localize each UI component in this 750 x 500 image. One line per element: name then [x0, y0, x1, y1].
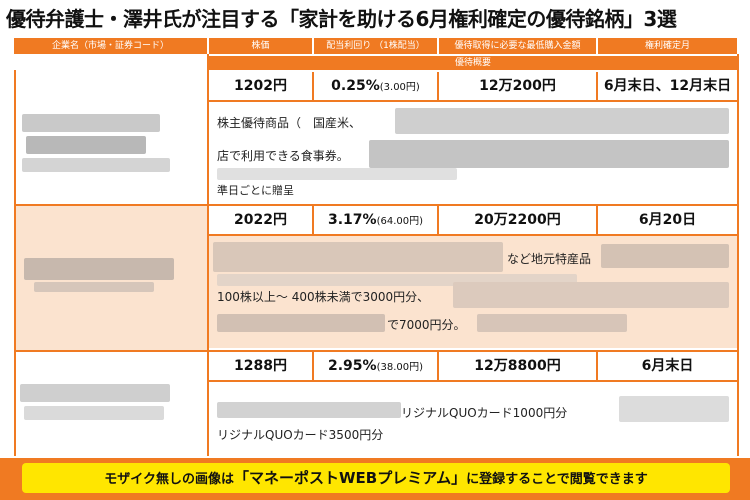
yield-percent: 2.95% — [327, 358, 377, 374]
header-price: 株価 — [209, 38, 312, 54]
min-invest-value: 12万200円 — [479, 78, 556, 94]
banner-text-before: モザイク無しの画像は — [104, 472, 234, 487]
values-row-3: 1288円 2.95%(38.00円) 12万8800円 6月末日 — [209, 352, 737, 380]
yield-value: 3.17%(64.00円) — [314, 206, 437, 234]
dividend-amount: (3.00円) — [379, 82, 420, 93]
price-value: 2022円 — [234, 212, 287, 228]
yield-value: 2.95%(38.00円) — [314, 352, 437, 380]
price-value: 1202円 — [234, 78, 287, 94]
dividend-amount: (64.00円) — [376, 216, 423, 227]
description-line: など地元特産品 — [507, 252, 592, 266]
min-invest-value: 12万8800円 — [474, 358, 561, 374]
table-header: 企業名（市場・証券コード） 株価 配当利回り （1株配当） 優待取得に必要な最低… — [14, 38, 737, 54]
record-value: 6月20日 — [638, 212, 697, 228]
description-line: リジナルQUOカード3500円分 — [217, 428, 384, 442]
banner-text-after: に登録することで閲覧できます — [466, 472, 648, 487]
description-line: 株主優待商品（ 国産米、 — [217, 116, 362, 130]
header-record-month: 権利確定月 — [598, 38, 737, 54]
price-value: 1288円 — [234, 358, 287, 374]
promo-banner: モザイク無しの画像は「マネーポストWEBプレミアム」に登録することで閲覧できます — [0, 458, 750, 500]
description-row-3: リジナルQUOカード1000円分 リジナルQUOカード3500円分 — [209, 382, 737, 456]
values-row-2: 2022円 3.17%(64.00円) 20万2200円 6月20日 — [209, 206, 737, 234]
description-row-2: など地元特産品 100株以上～ 400株未満で3000円分、 で7000円分。 — [209, 236, 737, 348]
yield-percent: 3.17% — [327, 212, 377, 228]
header-yield: 配当利回り （1株配当） — [314, 38, 437, 54]
promo-banner-text[interactable]: モザイク無しの画像は「マネーポストWEBプレミアム」に登録することで閲覧できます — [22, 463, 730, 493]
yield-value: 0.25%(3.00円) — [314, 72, 437, 100]
header-min-invest: 優待取得に必要な最低購入金額 — [439, 38, 596, 54]
company-cell-1 — [14, 72, 207, 202]
record-value: 6月末日 — [641, 358, 694, 374]
yield-percent: 0.25% — [331, 78, 380, 94]
description-line: で7000円分。 — [387, 318, 466, 332]
values-row-1: 1202円 0.25%(3.00円) 12万200円 6月末日、12月末日 — [209, 72, 737, 100]
description-line: リジナルQUOカード1000円分 — [401, 406, 568, 420]
description-line: 店で利用できる食事券。 — [217, 149, 349, 163]
header-company: 企業名（市場・証券コード） — [14, 38, 207, 54]
header-summary: 優待概要 — [209, 56, 737, 70]
description-line: 準日ごとに贈呈 — [217, 184, 294, 197]
company-cell-2 — [14, 206, 207, 350]
description-line: 100株以上～ 400株未満で3000円分、 — [217, 290, 430, 304]
banner-emphasis: 「マネーポストWEBプレミアム」 — [233, 469, 467, 487]
min-invest-value: 20万2200円 — [474, 212, 561, 228]
company-cell-3 — [14, 352, 207, 454]
record-value: 6月末日、12月末日 — [603, 78, 732, 94]
description-row-1: 株主優待商品（ 国産米、 店で利用できる食事券。 準日ごとに贈呈 — [209, 102, 737, 204]
page-title: 優待弁護士・澤井氏が注目する「家計を助ける6月権利確定の優待銘柄」3選 — [6, 7, 677, 31]
dividend-amount: (38.00円) — [376, 362, 423, 373]
